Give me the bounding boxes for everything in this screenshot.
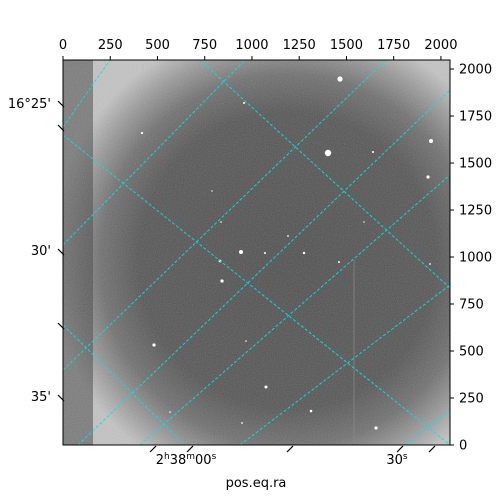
pixel-axis-ticks: 0 250 500 750 1000 1250 1500 1750 2000 0 250 500 750… [59, 38, 492, 454]
right-tick-label-6: 1500 [459, 157, 492, 172]
right-tick-label-7: 1750 [459, 110, 492, 125]
sky-image [63, 60, 450, 445]
star-24 [169, 411, 171, 413]
star-1 [324, 149, 332, 157]
dec-label-0: 16°25' [8, 97, 51, 112]
grid-line-3 [77, 89, 450, 445]
star-21 [211, 190, 213, 192]
grid-line-7 [63, 134, 450, 445]
plot-frame [62, 59, 451, 446]
star-field [140, 76, 433, 430]
left-world-tick-3 [57, 322, 65, 330]
star-6 [220, 279, 224, 283]
top-tick-label-8: 2000 [424, 38, 457, 53]
grid-line-9 [139, 174, 450, 445]
left-world-tick-1 [57, 124, 65, 132]
grid-line-6 [199, 60, 450, 289]
dec-label-1: 30' [31, 244, 51, 259]
right-tick-label-8: 2000 [459, 63, 492, 78]
top-tick-label-1: 250 [98, 38, 123, 53]
bottom-world-tick-0 [149, 445, 157, 453]
right-tick-label-4: 1000 [459, 251, 492, 266]
star-0 [337, 76, 343, 82]
right-tick-label-1: 250 [459, 392, 484, 407]
star-2 [429, 139, 433, 143]
star-15 [140, 131, 144, 135]
bottom-world-tick-3 [396, 445, 404, 453]
top-tick-label-7: 1750 [377, 38, 410, 53]
bottom-world-tick-4 [428, 445, 436, 453]
left-world-tick-0 [57, 100, 65, 108]
ra-label-1: 30s [386, 452, 408, 468]
star-20 [429, 263, 431, 265]
x-axis-title: pos.eq.ra [226, 476, 287, 491]
star-4 [239, 250, 243, 254]
star-19 [372, 151, 374, 153]
top-tick-label-5: 1250 [283, 38, 316, 53]
bottom-world-tick-1 [186, 445, 194, 453]
star-18 [241, 422, 243, 424]
right-tick-label-3: 750 [459, 298, 484, 313]
star-16 [338, 261, 340, 263]
star-10 [374, 426, 378, 430]
star-22 [363, 221, 365, 223]
dec-label-2: 35' [31, 390, 51, 405]
right-tick-label-2: 500 [459, 345, 484, 360]
image-noise [63, 60, 450, 445]
star-12 [264, 252, 266, 254]
star-8 [264, 385, 268, 389]
star-13 [287, 235, 289, 237]
top-tick-label-4: 1000 [235, 38, 268, 53]
grid-line-1 [63, 60, 246, 246]
coordinate-grid [63, 60, 450, 445]
star-7 [152, 343, 156, 347]
ra-label-0: 2h38m00s [156, 452, 217, 468]
top-tick-label-0: 0 [59, 38, 67, 53]
star-3 [426, 175, 430, 179]
star-17 [220, 221, 222, 223]
bottom-world-tick-2 [286, 445, 294, 453]
left-world-tick-2 [57, 248, 65, 256]
star-11 [302, 251, 306, 255]
top-tick-label-6: 1500 [330, 38, 363, 53]
grid-line-0 [63, 60, 111, 128]
right-tick-label-5: 1250 [459, 204, 492, 219]
top-tick-label-2: 500 [145, 38, 170, 53]
right-tick-label-0: 0 [459, 439, 467, 454]
world-axis-ticks: 2h38m00s 30s 16°25' 30' 35' [8, 97, 436, 468]
star-14 [243, 102, 245, 104]
grid-line-8 [63, 324, 186, 445]
grid-line-5 [404, 409, 450, 445]
star-9 [309, 409, 313, 413]
left-world-tick-4 [57, 394, 65, 402]
grid-line-4 [239, 284, 450, 445]
top-tick-label-3: 750 [192, 38, 217, 53]
star-23 [245, 340, 247, 342]
